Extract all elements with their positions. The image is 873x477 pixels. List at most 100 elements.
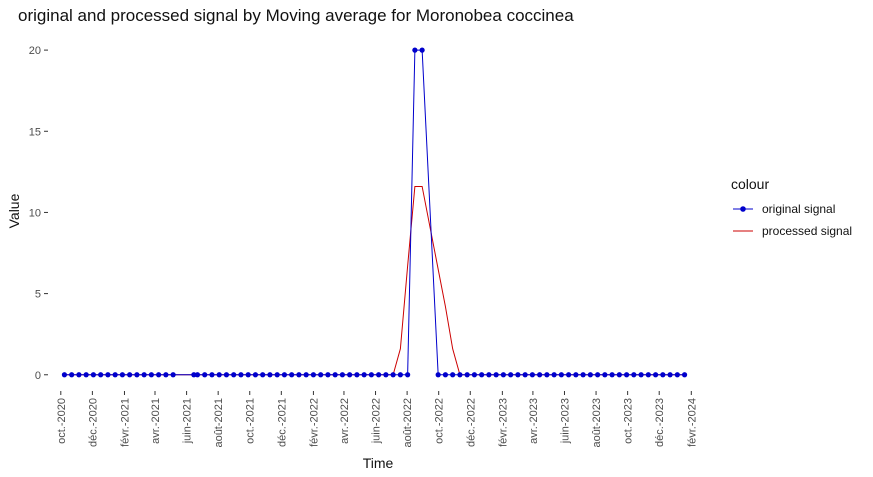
data-point-original-signal — [479, 372, 485, 378]
data-point-original-signal — [148, 372, 154, 378]
x-tick-label: juin-2022 — [371, 398, 383, 444]
data-point-original-signal — [252, 372, 259, 378]
x-tick-label: juin-2021 — [182, 398, 194, 444]
data-point-original-signal — [667, 372, 673, 378]
data-point-original-signal — [616, 372, 622, 378]
data-point-original-signal — [405, 372, 411, 378]
data-point-original-signal — [347, 372, 353, 378]
data-point-original-signal — [529, 372, 535, 378]
data-point-original-signal — [202, 372, 208, 378]
data-point-original-signal — [194, 372, 201, 378]
data-point-original-signal — [660, 372, 666, 378]
x-axis-title: Time — [363, 455, 394, 471]
data-point-original-signal — [397, 372, 403, 378]
data-point-original-signal — [325, 372, 331, 378]
data-point-original-signal — [566, 372, 572, 378]
data-point-original-signal — [558, 372, 564, 378]
x-tick-label: avr.-2021 — [150, 398, 162, 444]
data-point-original-signal — [508, 372, 514, 378]
x-tick-label: févr.-2024 — [686, 398, 698, 447]
data-point-original-signal — [216, 372, 222, 378]
data-point-original-signal — [383, 372, 389, 378]
legend-item-original-signal: original signal — [731, 198, 871, 220]
x-tick-label: juin-2023 — [559, 398, 571, 444]
x-tick-label: août-2022 — [402, 398, 414, 448]
data-point-original-signal — [361, 372, 367, 378]
data-point-original-signal — [681, 372, 688, 378]
data-point-original-signal — [127, 372, 133, 378]
x-tick-label: avr.-2022 — [339, 398, 351, 444]
data-point-original-signal — [442, 372, 449, 378]
data-point-original-signal — [354, 372, 360, 378]
data-point-original-signal — [61, 372, 68, 378]
y-tick-label: 5 — [35, 289, 41, 301]
data-point-original-signal — [609, 372, 615, 378]
data-point-original-signal — [412, 47, 418, 53]
legend-key-processed-signal — [733, 230, 753, 232]
data-point-original-signal — [573, 372, 579, 378]
data-point-original-signal — [486, 372, 492, 378]
data-point-original-signal — [296, 372, 302, 378]
y-axis: 0 5 10 15 20 — [29, 45, 48, 382]
data-point-original-signal — [260, 372, 266, 378]
data-point-original-signal — [522, 372, 528, 378]
x-tick-label: déc.-2023 — [654, 398, 666, 447]
data-point-original-signal — [376, 372, 382, 378]
x-tick-label: oct.-2023 — [623, 398, 635, 444]
x-tick-label: févr.-2023 — [497, 398, 509, 447]
data-point-original-signal — [231, 372, 237, 378]
data-point-original-signal — [464, 372, 470, 378]
data-point-original-signal — [544, 372, 550, 378]
series-line-original-signal — [64, 49, 685, 376]
data-point-original-signal — [134, 372, 140, 378]
x-tick-label: oct.-2021 — [245, 398, 257, 444]
data-point-original-signal — [191, 372, 197, 378]
data-point-original-signal — [587, 372, 593, 378]
data-point-original-signal — [274, 372, 280, 378]
data-point-original-signal — [551, 372, 557, 378]
x-tick-label: avr.-2023 — [528, 398, 540, 444]
data-point-original-signal — [119, 372, 126, 378]
data-point-original-signal — [390, 372, 396, 378]
x-tick-label: déc.-2020 — [87, 398, 99, 447]
legend-title: colour — [731, 176, 770, 192]
data-point-original-signal — [69, 372, 75, 378]
x-tick-label: août-2021 — [213, 398, 225, 448]
data-point-original-signal — [281, 372, 288, 378]
data-point-original-signal — [223, 372, 230, 378]
x-tick-label: oct.-2020 — [56, 398, 68, 444]
y-tick-label: 15 — [29, 126, 41, 138]
data-point-original-signal — [638, 372, 644, 378]
data-point-original-signal — [580, 372, 586, 378]
data-point-original-signal — [112, 372, 118, 378]
data-point-original-signal — [515, 372, 521, 378]
data-point-original-signal — [674, 372, 680, 378]
data-point-original-signal — [368, 372, 374, 378]
data-point-original-signal — [435, 372, 441, 378]
x-tick-label: déc.-2021 — [276, 398, 288, 447]
x-tick-label: août-2023 — [591, 398, 603, 448]
data-point-original-signal — [631, 372, 637, 378]
data-point-original-signal — [419, 47, 425, 53]
data-point-original-signal — [267, 372, 273, 378]
legend-label-original-signal: original signal — [762, 202, 836, 216]
legend-label-processed-signal: processed signal — [762, 224, 853, 238]
data-point-original-signal — [471, 372, 478, 378]
x-tick-label: févr.-2021 — [119, 398, 131, 447]
x-tick-label: oct.-2022 — [434, 398, 446, 444]
series-line-processed-signal — [64, 185, 685, 376]
data-point-original-signal — [318, 372, 324, 378]
data-point-original-signal — [141, 372, 147, 378]
data-point-original-signal — [289, 372, 295, 378]
data-point-original-signal — [98, 372, 104, 378]
data-point-original-signal — [602, 372, 608, 378]
data-point-original-signal — [83, 372, 89, 378]
data-point-original-signal — [163, 372, 169, 378]
chart-title: original and processed signal by Moving … — [18, 6, 574, 25]
legend-item-processed-signal: processed signal — [731, 220, 871, 242]
data-point-original-signal — [500, 372, 506, 378]
data-point-original-signal — [339, 372, 346, 378]
series-layer — [61, 47, 688, 378]
data-point-original-signal — [623, 372, 630, 378]
